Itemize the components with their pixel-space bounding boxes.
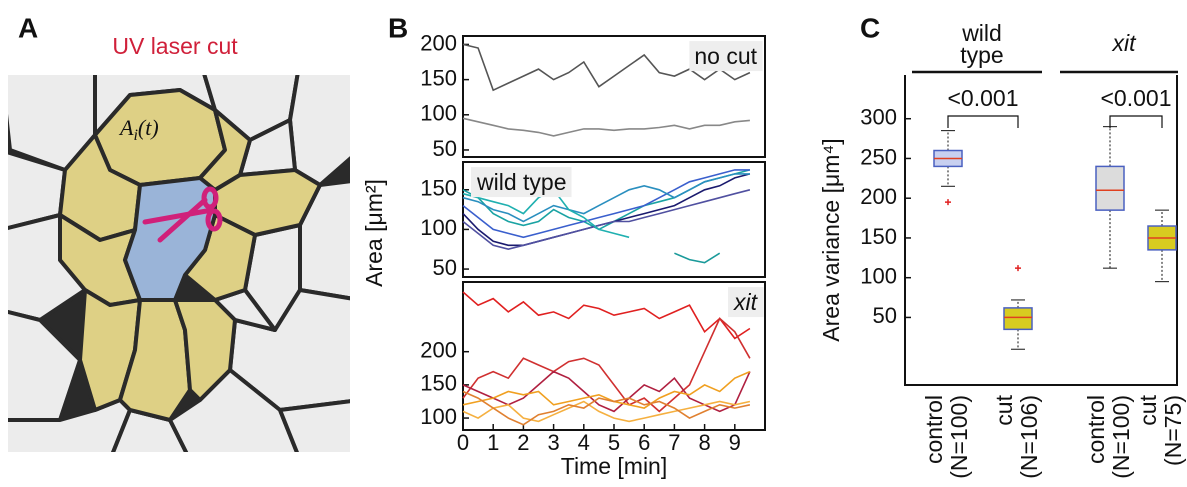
x-tick-label: 6 <box>638 430 650 455</box>
y-tick-label: 50 <box>433 136 457 161</box>
y-tick-label: 50 <box>873 303 897 328</box>
series-line <box>462 317 751 413</box>
y-tick-label: 200 <box>420 30 457 55</box>
group-label: wild <box>961 20 1002 46</box>
y-axis-label: Area variance [μm⁴] <box>818 138 844 341</box>
plot-frame <box>462 35 766 158</box>
group-label: type <box>960 42 1003 68</box>
group-label: xit <box>1112 30 1138 56</box>
category-count: (N=100) <box>946 395 972 479</box>
p-value: <0.001 <box>948 85 1019 111</box>
outlier <box>945 199 951 206</box>
y-tick-label: 100 <box>420 101 457 126</box>
y-tick-label: 150 <box>420 65 457 90</box>
series-line <box>462 117 750 137</box>
y-axis-label: Area [μm²] <box>361 179 387 287</box>
box <box>1095 165 1125 211</box>
category-name: control <box>1083 395 1109 464</box>
panel-title: wild type <box>476 169 566 195</box>
category-label: control(N=100) <box>1083 395 1134 479</box>
category-label: cut(N=75) <box>1135 394 1186 466</box>
x-tick-label: 2 <box>517 430 529 455</box>
cell-subscript: i <box>133 127 137 144</box>
x-tick-label: 4 <box>578 430 590 455</box>
title-background <box>728 287 764 318</box>
panel-title: xit <box>733 289 759 315</box>
category-label: cut(N=106) <box>991 394 1042 478</box>
y-tick-label: 150 <box>420 176 457 201</box>
series-line <box>462 370 751 409</box>
category-count: (N=106) <box>1016 395 1042 479</box>
series-line <box>462 189 751 251</box>
y-tick-label: 50 <box>433 255 457 280</box>
y-tick-label: 200 <box>860 184 897 209</box>
plot-frame <box>462 161 766 278</box>
y-tick-label: 300 <box>860 105 897 130</box>
y-tick-label: 200 <box>420 337 457 362</box>
category-name: cut <box>1135 394 1161 425</box>
y-tick-label: 150 <box>860 224 897 249</box>
category-label: control(N=100) <box>921 395 972 479</box>
y-tick-label: 100 <box>860 264 897 289</box>
micrograph <box>8 75 350 452</box>
plot-frame <box>462 281 766 431</box>
x-tick-label: 0 <box>457 430 469 455</box>
category-name: control <box>921 395 947 464</box>
title-background <box>689 41 763 72</box>
cell-label: Ai(t) <box>118 115 159 144</box>
series-line <box>462 169 750 239</box>
y-tick-label: 250 <box>860 144 897 169</box>
category-name: cut <box>991 394 1017 425</box>
x-tick-label: 3 <box>547 430 559 455</box>
p-value: <0.001 <box>1101 85 1172 111</box>
x-axis-label: Time [min] <box>561 453 668 479</box>
panel-title: no cut <box>694 43 757 69</box>
category-count: (N=100) <box>1108 395 1134 479</box>
panel-letter: A <box>18 12 38 43</box>
y-tick-label: 150 <box>420 371 457 396</box>
box <box>1003 307 1033 331</box>
x-tick-label: 7 <box>668 430 680 455</box>
significance-bracket <box>1109 115 1163 128</box>
x-tick-label: 1 <box>487 430 499 455</box>
series-line <box>462 400 751 423</box>
x-tick-label: 8 <box>698 430 710 455</box>
cell-arg: (t) <box>138 115 159 140</box>
cell-symbol: A <box>118 115 134 140</box>
axis-frame <box>904 75 1178 386</box>
panel-caption: UV laser cut <box>112 33 238 59</box>
outlier <box>1015 265 1021 272</box>
series-line <box>462 173 750 223</box>
panel-letter: B <box>388 12 408 43</box>
title-background <box>471 167 572 198</box>
series-line <box>462 370 751 413</box>
series-line <box>462 43 751 92</box>
series-line <box>462 291 751 340</box>
panel-letter: C <box>860 12 880 43</box>
y-tick-label: 100 <box>420 215 457 240</box>
significance-bracket <box>947 115 1019 128</box>
y-tick-label: 100 <box>420 404 457 429</box>
x-tick-label: 9 <box>729 430 741 455</box>
series-line <box>462 390 751 426</box>
x-tick-label: 5 <box>608 430 620 455</box>
series-line <box>674 252 721 264</box>
category-count: (N=75) <box>1160 395 1186 466</box>
